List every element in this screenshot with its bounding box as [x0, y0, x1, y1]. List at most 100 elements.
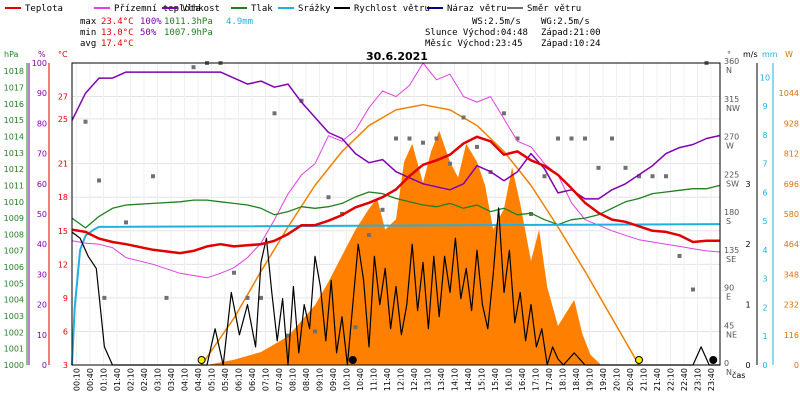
- tick-dir: 0: [724, 359, 729, 368]
- tick-dir: 315: [724, 95, 739, 104]
- tick-time: 06:40: [248, 368, 257, 391]
- tick-time: 08:10: [289, 368, 298, 391]
- tick-wm2: 1044: [779, 89, 799, 98]
- tick-time: 04:40: [194, 368, 203, 391]
- legend-item-tlak: Tlak: [231, 4, 273, 14]
- tick-mm: 4: [762, 246, 767, 255]
- wind-direction-point: [380, 207, 385, 212]
- right-axes: 360N315NW270W225SW180S135SE90E45NE0N3210…: [724, 57, 799, 377]
- wind-direction-point: [637, 174, 641, 179]
- legend-item-srazky: Srážky: [278, 4, 331, 14]
- tick-dir: 180: [724, 208, 739, 217]
- wind-direction-point: [556, 136, 560, 141]
- tick-temp: 18: [58, 193, 68, 202]
- tick-time: 02:40: [140, 368, 149, 391]
- tick-dir-label: SE: [726, 255, 736, 264]
- tick-time: 13:10: [424, 368, 433, 391]
- tick-time: 23:10: [694, 368, 703, 391]
- tick-dir-label: NE: [726, 330, 737, 339]
- tick-time: 17:40: [545, 368, 554, 391]
- wind-direction-point: [394, 136, 398, 141]
- tick-mm: 6: [762, 188, 767, 197]
- tick-time: 22:10: [667, 368, 676, 391]
- wind-direction-point: [259, 295, 263, 300]
- tick-dir-label: W: [726, 142, 734, 151]
- markers-layer: [197, 356, 718, 364]
- tick-pct: 30: [37, 270, 47, 279]
- tick-time: 05:40: [221, 368, 230, 391]
- tick-time: 05:10: [208, 368, 217, 391]
- tick-time: 00:40: [86, 368, 95, 391]
- wind-direction-point: [691, 287, 695, 292]
- tick-time: 17:10: [532, 368, 541, 391]
- wind-direction-point: [596, 165, 601, 170]
- tick-ms: 3: [745, 180, 750, 189]
- tick-time: 09:40: [329, 368, 338, 391]
- tick-time: 11:40: [383, 368, 392, 391]
- tick-time: 01:10: [100, 368, 109, 391]
- stat-max-hum: 100%: [140, 17, 162, 27]
- tick-dir-label: N: [726, 368, 732, 377]
- tick-dir: 270: [724, 133, 739, 142]
- tick-hpa: 1013: [4, 149, 24, 158]
- tick-time: 14:10: [451, 368, 460, 391]
- tick-dir: 135: [724, 246, 739, 255]
- wind-direction-point: [151, 174, 155, 179]
- stat-avg-temp: 17.4°C: [101, 39, 134, 49]
- wind-direction-point: [286, 333, 290, 338]
- wind-direction-point: [623, 165, 628, 170]
- tick-pct: 20: [37, 301, 47, 310]
- tick-pct: 50: [37, 210, 47, 219]
- tick-wm2: 696: [784, 180, 799, 189]
- temperature-line: [71, 135, 720, 255]
- tick-hpa: 1010: [4, 198, 24, 207]
- tick-pct: 10: [37, 331, 47, 340]
- legend-item-naraz-vetru: Náraz větru: [427, 4, 507, 14]
- legend-label: Přízemní teplota: [114, 4, 201, 14]
- tick-hpa: 1018: [4, 67, 24, 76]
- tick-time: 12:40: [410, 368, 419, 391]
- tick-time: 10:40: [356, 368, 365, 391]
- tick-time: 15:10: [478, 368, 487, 391]
- wind-direction-point: [83, 119, 88, 124]
- wind-direction-point: [313, 329, 317, 334]
- stats-block: max 23.4°C 100% 1011.3hPa 4.9mm min 13.0…: [80, 17, 601, 49]
- tick-time: 02:10: [127, 368, 136, 391]
- wind-direction-point: [421, 140, 425, 145]
- wind-direction-point: [650, 174, 655, 179]
- wind-direction-point: [610, 136, 614, 141]
- tick-time: 11:10: [370, 368, 379, 391]
- solar-theoretical-line: [200, 103, 640, 366]
- tick-time: 21:40: [653, 368, 662, 391]
- tick-hpa: 1005: [4, 279, 24, 288]
- tick-dir-label: SW: [726, 179, 739, 188]
- tick-time: 14:40: [464, 368, 473, 391]
- wind-direction-point: [124, 220, 128, 225]
- stat-sun-rise: Slunce Východ:04:48: [425, 28, 528, 38]
- tick-pct: 0: [42, 361, 47, 370]
- wind-direction-point: [461, 115, 466, 120]
- axis-unit-ms: m/s: [743, 50, 758, 59]
- wind-direction-point: [677, 253, 682, 258]
- tick-time: 21:10: [640, 368, 649, 391]
- legend-label: Srážky: [298, 4, 331, 14]
- stat-wg: WG:2.5m/s: [541, 17, 590, 27]
- stat-moon-rise: Měsíc Východ:23:45: [425, 39, 523, 49]
- legend-item-smer-vetru: Směr větru: [507, 4, 581, 14]
- tick-time: 00:10: [73, 368, 82, 391]
- wind-direction-point: [353, 325, 358, 330]
- wind-direction-point: [245, 295, 250, 300]
- tick-temp: 25: [58, 115, 68, 124]
- tick-pct: 80: [37, 119, 47, 128]
- tick-hpa: 1016: [4, 100, 24, 109]
- tick-hpa: 1001: [4, 345, 24, 354]
- legend-item-prizemni-teplota: Přízemní teplota: [94, 4, 201, 14]
- legend-label: Rychlost větru: [354, 4, 430, 14]
- tick-hpa: 1002: [4, 328, 24, 337]
- wind-direction-point: [664, 174, 668, 179]
- tick-ms: 2: [745, 240, 750, 249]
- tick-pct: 70: [37, 150, 47, 159]
- tick-hpa: 1009: [4, 214, 24, 223]
- wind-direction-point: [326, 195, 331, 200]
- tick-time: 01:40: [113, 368, 122, 391]
